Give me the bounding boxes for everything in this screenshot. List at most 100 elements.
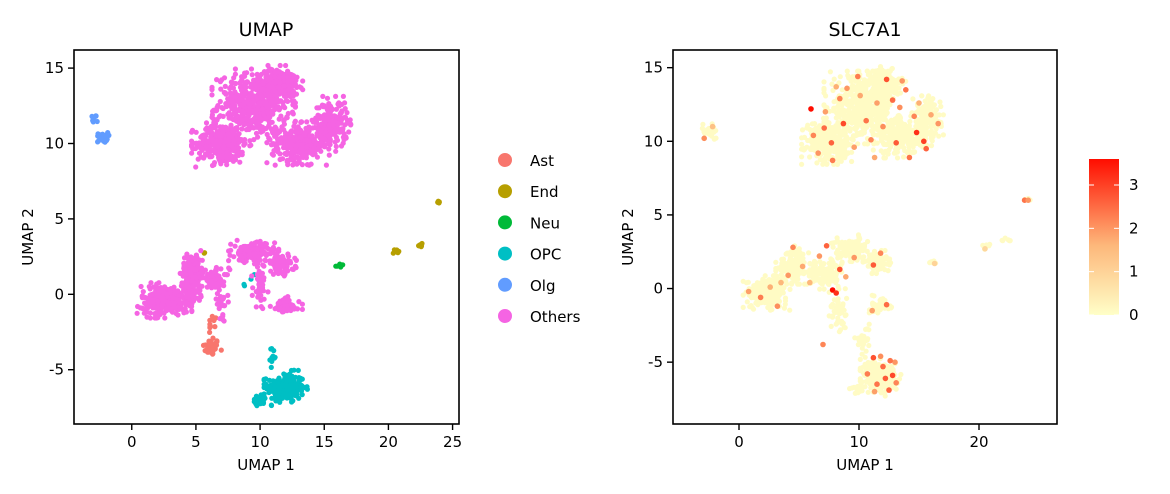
data-point bbox=[270, 111, 276, 117]
data-point bbox=[831, 76, 837, 82]
data-point bbox=[164, 306, 170, 312]
data-point bbox=[919, 93, 925, 99]
data-point bbox=[293, 381, 300, 387]
data-point bbox=[890, 78, 896, 84]
data-point bbox=[326, 101, 332, 107]
data-point bbox=[268, 126, 274, 132]
data-point bbox=[788, 252, 795, 258]
data-point bbox=[228, 241, 234, 247]
data-point bbox=[766, 296, 773, 302]
data-point bbox=[827, 69, 834, 75]
data-point bbox=[245, 126, 251, 132]
data-point bbox=[277, 62, 283, 69]
data-point bbox=[284, 387, 291, 393]
data-point bbox=[289, 266, 295, 272]
data-point bbox=[799, 154, 805, 160]
data-point bbox=[137, 305, 143, 311]
data-point bbox=[255, 103, 261, 109]
data-point bbox=[212, 324, 218, 330]
data-point bbox=[258, 297, 264, 303]
legend-marker bbox=[498, 153, 512, 167]
data-point bbox=[857, 131, 863, 137]
data-point bbox=[144, 314, 150, 320]
data-point bbox=[204, 284, 210, 290]
data-point bbox=[884, 105, 891, 111]
data-point bbox=[821, 85, 827, 91]
data-point bbox=[938, 103, 944, 110]
data-point bbox=[195, 287, 201, 293]
data-point bbox=[192, 255, 198, 261]
data-point bbox=[858, 341, 864, 347]
data-point bbox=[892, 135, 899, 141]
data-point bbox=[928, 143, 935, 149]
data-point bbox=[813, 276, 819, 282]
data-point bbox=[301, 130, 307, 136]
data-point bbox=[825, 119, 831, 125]
data-point bbox=[239, 126, 245, 132]
data-point bbox=[177, 300, 183, 306]
data-point bbox=[286, 253, 292, 259]
data-point bbox=[284, 391, 290, 397]
data-point bbox=[265, 77, 271, 83]
data-point bbox=[213, 108, 219, 114]
data-point bbox=[164, 291, 170, 297]
data-point bbox=[211, 119, 217, 125]
data-point bbox=[807, 154, 813, 160]
data-point bbox=[173, 310, 179, 317]
data-point bbox=[95, 139, 101, 145]
data-point bbox=[342, 122, 348, 128]
x-tick-label: 20 bbox=[379, 433, 398, 451]
data-point bbox=[329, 113, 335, 119]
data-point bbox=[186, 285, 192, 291]
data-point bbox=[832, 134, 838, 140]
data-point bbox=[340, 93, 346, 99]
data-point bbox=[327, 127, 333, 133]
data-point bbox=[158, 285, 164, 291]
data-point bbox=[222, 83, 228, 89]
data-point bbox=[346, 129, 352, 135]
data-point bbox=[288, 302, 294, 308]
legend-label: Olg bbox=[530, 277, 556, 295]
data-point bbox=[234, 92, 240, 98]
data-point bbox=[237, 121, 243, 127]
data-point bbox=[333, 126, 339, 132]
data-point bbox=[94, 118, 100, 125]
data-point bbox=[231, 75, 237, 81]
data-point bbox=[299, 154, 305, 160]
data-point bbox=[207, 317, 213, 323]
data-point bbox=[218, 347, 224, 353]
data-point bbox=[906, 123, 913, 129]
data-point bbox=[274, 378, 280, 384]
data-point bbox=[283, 98, 289, 104]
data-point bbox=[226, 110, 232, 116]
data-point bbox=[823, 278, 830, 284]
data-point bbox=[416, 243, 422, 249]
data-point bbox=[216, 280, 222, 286]
legend-label: End bbox=[530, 183, 559, 201]
data-point bbox=[220, 113, 226, 119]
data-point bbox=[844, 142, 850, 148]
data-point bbox=[744, 299, 750, 305]
data-point bbox=[289, 98, 295, 104]
data-point bbox=[847, 100, 853, 106]
data-point bbox=[881, 155, 887, 161]
data-point bbox=[800, 255, 806, 261]
data-point bbox=[280, 263, 286, 269]
data-point bbox=[877, 105, 883, 112]
data-point bbox=[260, 262, 266, 268]
data-point bbox=[899, 139, 905, 145]
data-point bbox=[240, 117, 246, 123]
data-point bbox=[194, 261, 200, 267]
data-point bbox=[236, 145, 242, 151]
data-point bbox=[807, 267, 813, 273]
data-point bbox=[207, 323, 213, 329]
legend-marker bbox=[498, 309, 512, 323]
x-tick-label: 15 bbox=[315, 433, 334, 451]
data-point bbox=[239, 138, 245, 144]
data-point bbox=[231, 147, 237, 153]
data-point bbox=[843, 138, 850, 144]
data-point bbox=[289, 128, 295, 134]
data-point bbox=[851, 113, 857, 119]
data-point bbox=[326, 152, 332, 158]
